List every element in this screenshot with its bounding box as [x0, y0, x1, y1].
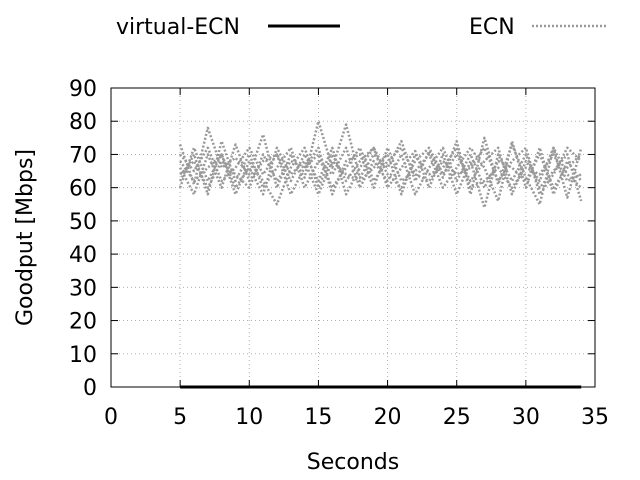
- legend-label-virtual-ecn: virtual-ECN: [116, 15, 240, 40]
- y-tick-label: 10: [69, 343, 97, 368]
- x-tick-label: 0: [104, 405, 118, 430]
- series-line-ecn-4: [178, 139, 583, 196]
- x-tick-label: 5: [173, 405, 187, 430]
- y-tick-label: 30: [69, 276, 97, 301]
- series-line-ecn-7: [179, 146, 582, 196]
- series-line-ecn-5: [179, 146, 583, 196]
- x-tick-label: 15: [304, 405, 332, 430]
- y-tick-label: 60: [69, 177, 97, 202]
- x-tick-label: 25: [443, 405, 471, 430]
- series-line-ecn-3: [178, 139, 583, 203]
- y-tick-label: 20: [69, 310, 97, 335]
- plot-frame: [110, 87, 596, 388]
- y-tick-label: 40: [69, 243, 97, 268]
- y-axis-title: Goodput [Mbps]: [13, 149, 38, 326]
- x-tick-label: 10: [235, 405, 263, 430]
- y-tick-label: 90: [69, 77, 97, 102]
- y-tick-label: 80: [69, 110, 97, 135]
- x-tick-label: 30: [512, 405, 540, 430]
- x-tick-label: 20: [374, 405, 402, 430]
- legend: virtual-ECN ECN: [116, 15, 606, 40]
- x-tick-label: 35: [581, 405, 609, 430]
- x-axis-title: Seconds: [307, 450, 399, 475]
- y-tick-label: 50: [69, 210, 97, 235]
- legend-label-ecn: ECN: [469, 15, 515, 40]
- gridlines: [111, 88, 595, 387]
- y-tick-label: 0: [83, 376, 97, 401]
- y-tick-label: 70: [69, 143, 97, 168]
- axis-ticks: 0 5 10 15 20 25 30 35 0 10 20 30 40 50 60 70 80 90: [69, 77, 609, 430]
- series-lines: [178, 119, 583, 389]
